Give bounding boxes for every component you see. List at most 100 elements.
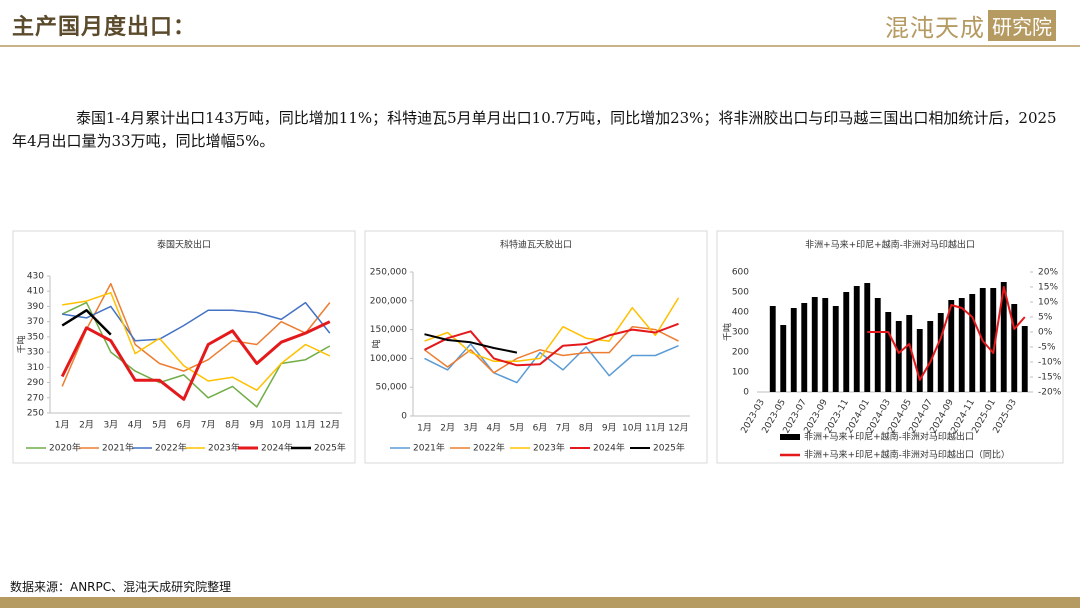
bar bbox=[790, 308, 797, 392]
y2-tick-label: -5% bbox=[1038, 343, 1056, 353]
bar bbox=[937, 313, 944, 392]
legend-label: 2024年 bbox=[593, 442, 625, 454]
summary-text: 泰国1-4月累计出口143万吨，同比增加11%；科特迪瓦5月单月出口10.7万吨… bbox=[12, 109, 1057, 150]
bar bbox=[916, 329, 923, 392]
y-tick-label: 150,000 bbox=[370, 325, 407, 335]
y-tick-label: 350 bbox=[27, 332, 44, 342]
chart-frame bbox=[364, 230, 708, 464]
legend-label: 2023年 bbox=[533, 442, 565, 454]
x-tick-label: 5月 bbox=[152, 420, 167, 431]
chart-title: 科特迪瓦天胶出口 bbox=[500, 239, 572, 251]
y2-tick-label: -20% bbox=[1038, 388, 1062, 398]
y2-tick-label: -10% bbox=[1038, 358, 1062, 368]
y-tick-label: 370 bbox=[27, 317, 44, 327]
y-axis-label: 吨 bbox=[371, 339, 383, 348]
legend-label: 2025年 bbox=[653, 442, 685, 454]
y-tick-label: 270 bbox=[27, 393, 44, 403]
y-tick-label: 410 bbox=[27, 287, 44, 297]
legend-label: 2025年 bbox=[314, 442, 346, 454]
y-tick-label: 390 bbox=[27, 302, 44, 312]
x-tick-label: 11月 bbox=[295, 420, 315, 431]
x-tick-label: 4月 bbox=[486, 423, 501, 434]
logo-name: 混沌天成 bbox=[885, 14, 985, 42]
series-line bbox=[61, 309, 112, 336]
y-tick-label: 250 bbox=[27, 409, 44, 419]
y-tick-label: 300 bbox=[732, 328, 749, 338]
chart-title: 非洲+马来+印尼+越南-非洲对马印越出口 bbox=[805, 239, 975, 251]
source-note: 数据来源：ANRPC、混沌天成研究院整理 bbox=[10, 580, 232, 594]
y-tick-label: 330 bbox=[27, 348, 44, 358]
x-tick-label: 8月 bbox=[225, 420, 240, 431]
series-line bbox=[424, 297, 680, 363]
series-line bbox=[62, 301, 331, 342]
x-tick-label: 10月 bbox=[271, 420, 291, 431]
bar bbox=[822, 298, 829, 392]
x-tick-label: 6月 bbox=[533, 423, 548, 434]
bar bbox=[906, 315, 913, 392]
chart-frame bbox=[12, 230, 356, 464]
bar bbox=[780, 325, 787, 392]
y2-tick-label: 10% bbox=[1038, 298, 1058, 308]
x-tick-label: 10月 bbox=[622, 423, 642, 434]
x-tick-label: 1月 bbox=[417, 423, 432, 434]
x-tick-label: 7月 bbox=[556, 423, 571, 434]
series-line bbox=[61, 301, 331, 408]
y-tick-label: 430 bbox=[27, 272, 44, 282]
y-tick-label: 400 bbox=[732, 308, 749, 318]
x-tick-label: 11月 bbox=[645, 423, 665, 434]
page-title: 主产国月度出口： bbox=[12, 14, 197, 40]
bar bbox=[1011, 304, 1018, 392]
x-tick-label: 4月 bbox=[128, 420, 143, 431]
x-tick-label: 3月 bbox=[463, 423, 478, 434]
bar bbox=[832, 306, 839, 392]
y-axis-label: 千吨 bbox=[16, 335, 28, 353]
bar bbox=[769, 306, 776, 392]
y2-tick-label: 5% bbox=[1038, 313, 1053, 323]
bar bbox=[927, 321, 934, 392]
bar bbox=[969, 294, 976, 392]
x-tick-label: 1月 bbox=[55, 420, 70, 431]
series-line bbox=[867, 286, 1026, 381]
bar bbox=[990, 288, 997, 392]
legend-label: 2023年 bbox=[208, 442, 240, 454]
y-tick-label: 290 bbox=[27, 378, 44, 388]
bar bbox=[958, 298, 965, 392]
x-tick-label: 7月 bbox=[201, 420, 216, 431]
legend-label: 2021年 bbox=[102, 442, 134, 454]
logo: 混沌天成 研究院 bbox=[885, 8, 1056, 43]
y-tick-label: 250,000 bbox=[370, 268, 407, 278]
logo-tag: 研究院 bbox=[988, 10, 1056, 41]
legend-label: 2022年 bbox=[473, 442, 505, 454]
legend-label: 2024年 bbox=[261, 442, 293, 454]
x-tick-label: 12月 bbox=[668, 423, 688, 434]
bar bbox=[895, 321, 902, 392]
y-tick-label: 0 bbox=[743, 388, 749, 398]
bar bbox=[885, 312, 892, 392]
bar bbox=[811, 297, 818, 392]
x-tick-label: 8月 bbox=[579, 423, 594, 434]
legend-label: 非洲+马来+印尼+越南-非洲对马印越出口 bbox=[804, 431, 974, 443]
x-tick-label: 9月 bbox=[602, 423, 617, 434]
y-tick-label: 200 bbox=[732, 348, 749, 358]
x-tick-label: 12月 bbox=[320, 420, 340, 431]
x-tick-label: 6月 bbox=[176, 420, 191, 431]
series-line bbox=[61, 282, 331, 387]
legend-label: 2020年 bbox=[49, 442, 81, 454]
x-tick-label: 9月 bbox=[249, 420, 264, 431]
y-axis-label: 千吨 bbox=[722, 323, 734, 341]
y-tick-label: 100,000 bbox=[370, 354, 407, 364]
y-tick-label: 0 bbox=[401, 412, 407, 422]
series-line bbox=[424, 325, 679, 374]
bar bbox=[843, 292, 850, 392]
bar bbox=[864, 283, 871, 392]
legend-swatch bbox=[780, 434, 800, 440]
y2-tick-label: 0% bbox=[1038, 328, 1053, 338]
legend-label: 2022年 bbox=[155, 442, 187, 454]
legend-label: 2021年 bbox=[413, 442, 445, 454]
series-line bbox=[60, 320, 331, 401]
bar bbox=[874, 298, 881, 392]
y2-tick-label: 20% bbox=[1038, 268, 1058, 278]
x-tick-label: 2月 bbox=[79, 420, 94, 431]
y2-tick-label: 15% bbox=[1038, 283, 1058, 293]
